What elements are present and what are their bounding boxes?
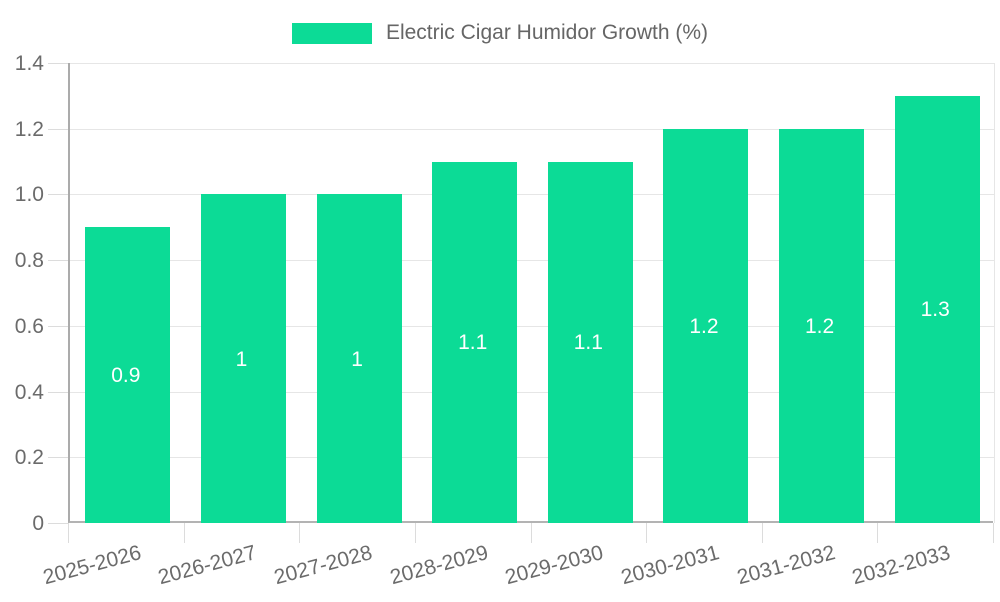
bar — [779, 128, 865, 523]
x-axis-tick — [646, 523, 648, 543]
bar-value-label: 1.1 — [458, 331, 488, 355]
x-axis-tick — [530, 523, 532, 543]
bar — [547, 161, 633, 523]
bar — [894, 95, 980, 523]
x-axis-tick — [761, 523, 763, 543]
gridline — [70, 63, 995, 64]
x-axis-tick — [877, 523, 879, 543]
bar — [432, 161, 518, 523]
bar — [316, 194, 402, 523]
y-axis-tick — [48, 260, 68, 262]
gridline — [70, 325, 995, 327]
bar-value-label: 1.3 — [920, 298, 950, 322]
y-axis-tick-label: 1.2 — [14, 117, 44, 141]
bar-value-label: 1 — [235, 347, 248, 371]
gridline — [70, 457, 995, 459]
x-axis-tick — [183, 523, 185, 543]
bar-value-label: 1.1 — [573, 331, 603, 355]
y-axis-tick — [48, 457, 68, 459]
y-axis-tick-label: 0.6 — [14, 314, 44, 338]
bar-value-label: 1.2 — [689, 314, 719, 338]
y-axis-tick-label: 0.2 — [14, 446, 44, 470]
gridline — [70, 128, 995, 130]
bar-value-label: 1.2 — [804, 314, 835, 338]
bar-value-label: 0.9 — [111, 364, 141, 388]
bar — [85, 227, 171, 523]
y-axis-tick — [48, 194, 68, 196]
y-axis-tick-label: 0 — [32, 512, 44, 535]
y-axis-tick — [48, 128, 68, 130]
y-axis-tick — [48, 63, 68, 64]
plot-right-border — [994, 63, 995, 523]
y-axis-tick — [48, 325, 68, 327]
x-axis-tick — [993, 523, 994, 543]
y-axis-tick-label: 1.0 — [14, 183, 44, 207]
y-axis-tick — [48, 391, 68, 393]
gridline — [70, 391, 995, 393]
bar — [200, 194, 286, 523]
y-axis-tick-label: 0.8 — [14, 249, 44, 273]
legend-item[interactable]: Electric Cigar Humidor Growth (%) — [0, 18, 1000, 48]
y-axis-tick-label: 1.4 — [14, 52, 44, 75]
x-axis-tick — [68, 523, 69, 543]
gridline — [70, 260, 995, 262]
gridline — [70, 194, 995, 196]
plot-area — [68, 63, 995, 523]
y-axis-tick-label: 0.4 — [14, 380, 44, 404]
bar — [663, 128, 749, 523]
y-axis-tick — [48, 523, 68, 524]
legend-label: Electric Cigar Humidor Growth (%) — [385, 21, 709, 44]
x-axis-tick — [299, 523, 301, 543]
bar-value-label: 1 — [351, 347, 363, 371]
x-axis-tick — [414, 523, 416, 543]
legend-swatch — [291, 22, 372, 44]
